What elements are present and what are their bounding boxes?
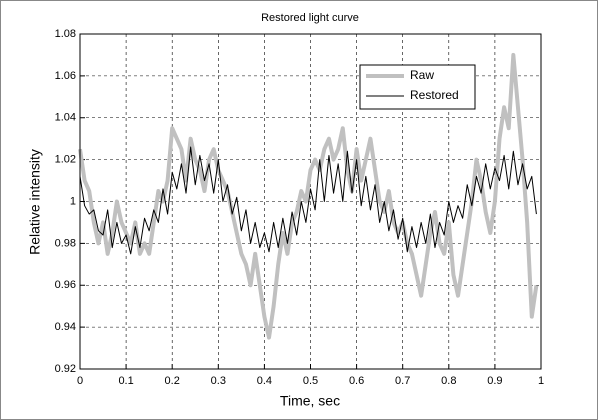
x-tick-label: 0.9 (487, 375, 502, 387)
legend-box (359, 64, 476, 110)
x-tick-label: 0.7 (395, 375, 410, 387)
x-tick-label: 0.5 (303, 375, 318, 387)
x-tick-label: 0.1 (118, 375, 133, 387)
axes-frame (79, 33, 542, 370)
x-tick-label: 0 (77, 375, 83, 387)
y-tick-label: 1.06 (55, 70, 76, 82)
x-tick-label: 0.2 (165, 375, 180, 387)
x-tick-label: 0.3 (211, 375, 226, 387)
line-series (78, 52, 539, 340)
legend-label: Raw (410, 68, 434, 82)
x-tick-label: 0.8 (441, 375, 456, 387)
y-axis-label: Relative intensity (27, 149, 43, 255)
y-tick-label: 1 (70, 195, 76, 207)
x-tick-label: 1 (538, 375, 544, 387)
y-tick-label: 1.02 (55, 154, 76, 166)
y-tick-label: 0.94 (55, 321, 76, 333)
y-tick-label: 0.98 (55, 237, 76, 249)
x-axis-label: Time, sec (280, 393, 340, 409)
y-tick-label: 0.92 (55, 363, 76, 375)
x-tick-label: 0.6 (349, 375, 364, 387)
line-series (79, 146, 537, 255)
y-tick-label: 0.96 (55, 279, 76, 291)
y-tick-label: 1.08 (55, 28, 76, 40)
chart-title: Restored light curve (261, 12, 359, 24)
y-tick-label: 1.04 (55, 112, 76, 124)
x-tick-label: 0.4 (257, 375, 272, 387)
legend-label: Restored (410, 88, 459, 102)
